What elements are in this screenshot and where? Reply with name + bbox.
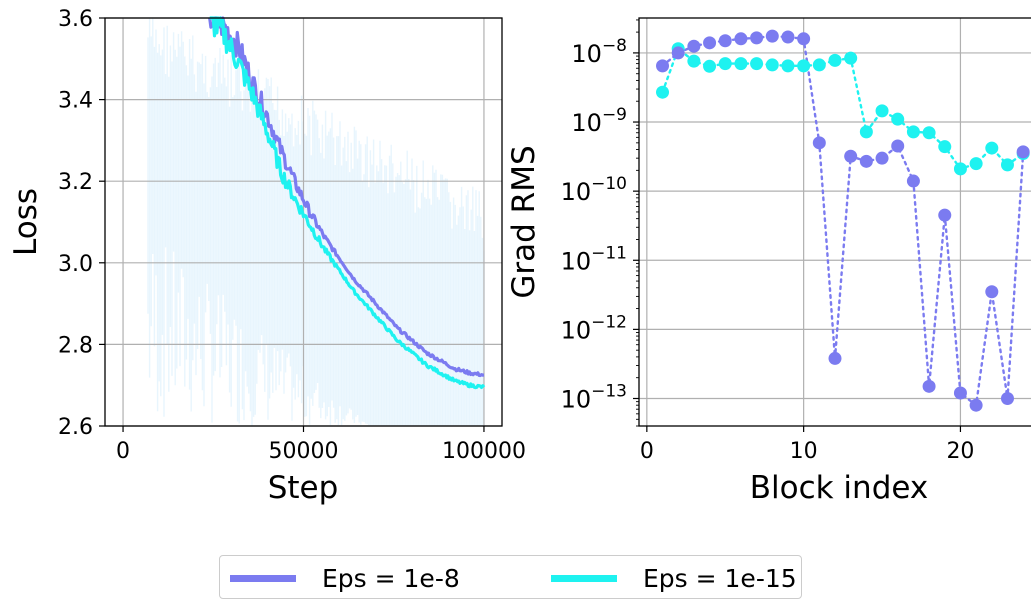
grad-point-eps-1e-8: [859, 154, 873, 168]
grad-axes-frame: [638, 17, 1031, 427]
grad-y-tick-label: 10−8: [571, 36, 627, 68]
grad-y-tick-label: 10−11: [561, 243, 627, 275]
grad-point-eps-1e-8: [687, 39, 701, 53]
grad-point-eps-1e-8: [828, 351, 842, 365]
legend-label-eps-1e-8: Eps = 1e-8: [322, 563, 460, 593]
grad-grid: [639, 18, 1031, 426]
legend-item-eps-1e-8: Eps = 1e-8: [230, 562, 460, 594]
grad-line-eps-1e-15: [661, 46, 1025, 171]
grad-point-eps-1e-15: [953, 162, 967, 176]
loss-noise-strokes: [147, 18, 485, 426]
grad-point-eps-1e-15: [859, 125, 873, 139]
grad-point-eps-1e-15: [1000, 158, 1014, 172]
grad-point-eps-1e-8: [875, 151, 889, 165]
grad-x-tick-label: 10: [790, 439, 818, 464]
grad-y-tick-label: 10−10: [561, 174, 627, 206]
loss-x-tick-label: 50000: [269, 439, 339, 464]
grad-point-eps-1e-15: [922, 126, 936, 140]
grad-point-eps-1e-15: [938, 140, 952, 154]
grad-y-tick-label: 10−12: [561, 312, 627, 344]
grad-point-eps-1e-8: [703, 36, 717, 50]
grad-point-eps-1e-8: [781, 30, 795, 44]
grad-point-eps-1e-15: [687, 54, 701, 68]
loss-x-axis-label: Step: [268, 470, 339, 506]
grad-point-eps-1e-8: [1016, 145, 1030, 159]
grad-ticks: 0 10 20 10−8 10−9 10−10 10−11 10−12 10−13: [561, 19, 974, 464]
grad-point-eps-1e-15: [828, 53, 842, 67]
grad-point-eps-1e-8: [750, 31, 764, 45]
loss-y-tick-label: 2.6: [58, 415, 93, 440]
loss-y-tick-label: 3.0: [58, 252, 93, 277]
grad-x-tick-label: 20: [946, 439, 974, 464]
loss-y-tick-label: 3.4: [58, 89, 93, 114]
loss-ticks: 0 50000 100000 2.6 2.8 3.0 3.2 3.4 3.6: [58, 7, 526, 464]
loss-y-axis-label: Loss: [8, 188, 44, 256]
legend-swatch-eps-1e-15: [551, 574, 617, 582]
grad-x-axis-label: Block index: [750, 470, 929, 506]
grad-point-eps-1e-8: [891, 139, 905, 153]
grad-point-eps-1e-8: [953, 386, 967, 400]
grad-point-eps-1e-8: [844, 149, 858, 163]
grad-point-eps-1e-8: [938, 208, 952, 222]
grad-y-tick-label: 10−13: [561, 381, 627, 413]
grad-point-eps-1e-8: [922, 379, 936, 393]
grad-point-eps-1e-15: [797, 59, 811, 73]
grad-rms-chart: 0 10 20 10−8 10−9 10−10 10−11 10−12 10−13 Block …: [506, 17, 1031, 506]
grad-point-eps-1e-8: [671, 46, 685, 60]
grad-point-eps-1e-15: [703, 59, 717, 73]
grad-y-axis-label: Grad RMS: [506, 145, 542, 298]
grad-point-eps-1e-15: [891, 112, 905, 126]
loss-y-tick-label: 3.2: [58, 170, 93, 195]
grad-point-eps-1e-15: [734, 57, 748, 71]
grad-x-tick-label: 0: [640, 439, 654, 464]
legend-swatch-eps-1e-8: [230, 574, 296, 582]
grad-point-eps-1e-8: [734, 32, 748, 46]
grad-y-tick-label: 10−9: [571, 105, 627, 137]
grad-point-eps-1e-8: [969, 398, 983, 412]
grad-point-eps-1e-15: [844, 51, 858, 65]
legend: Eps = 1e-8 Eps = 1e-15: [219, 555, 802, 599]
grad-point-eps-1e-15: [985, 141, 999, 155]
grad-point-eps-1e-8: [1000, 391, 1014, 405]
loss-y-tick-label: 2.8: [58, 333, 93, 358]
grad-point-eps-1e-15: [765, 58, 779, 72]
grad-point-eps-1e-8: [985, 285, 999, 299]
grad-point-eps-1e-8: [718, 34, 732, 48]
legend-label-eps-1e-15: Eps = 1e-15: [643, 563, 797, 593]
grad-point-eps-1e-8: [797, 32, 811, 46]
loss-line-eps-1e-15: [209, 16, 486, 390]
loss-x-tick-label: 100000: [442, 439, 526, 464]
loss-chart: 0 50000 100000 2.6 2.8 3.0 3.2 3.4 3.6 Step Loss: [8, 7, 526, 506]
grad-point-eps-1e-15: [718, 57, 732, 71]
loss-y-tick-label: 3.6: [58, 7, 93, 32]
grad-point-eps-1e-8: [656, 59, 670, 73]
grad-point-eps-1e-15: [969, 157, 983, 171]
legend-item-eps-1e-15: Eps = 1e-15: [551, 562, 797, 594]
grad-point-eps-1e-15: [906, 125, 920, 139]
grad-point-eps-1e-15: [812, 58, 826, 72]
grad-point-eps-1e-8: [812, 136, 826, 150]
grad-point-eps-1e-15: [656, 85, 670, 99]
grad-point-eps-1e-8: [906, 174, 920, 188]
loss-series: [208, 16, 486, 390]
grad-point-eps-1e-15: [875, 104, 889, 118]
grad-point-eps-1e-15: [750, 57, 764, 71]
loss-line-eps-1e-8: [208, 16, 485, 378]
loss-x-tick-label: 0: [116, 439, 130, 464]
loss-noise-band: [147, 18, 485, 426]
grad-point-eps-1e-8: [765, 29, 779, 43]
grad-series: [656, 29, 1030, 412]
grad-point-eps-1e-15: [781, 59, 795, 73]
